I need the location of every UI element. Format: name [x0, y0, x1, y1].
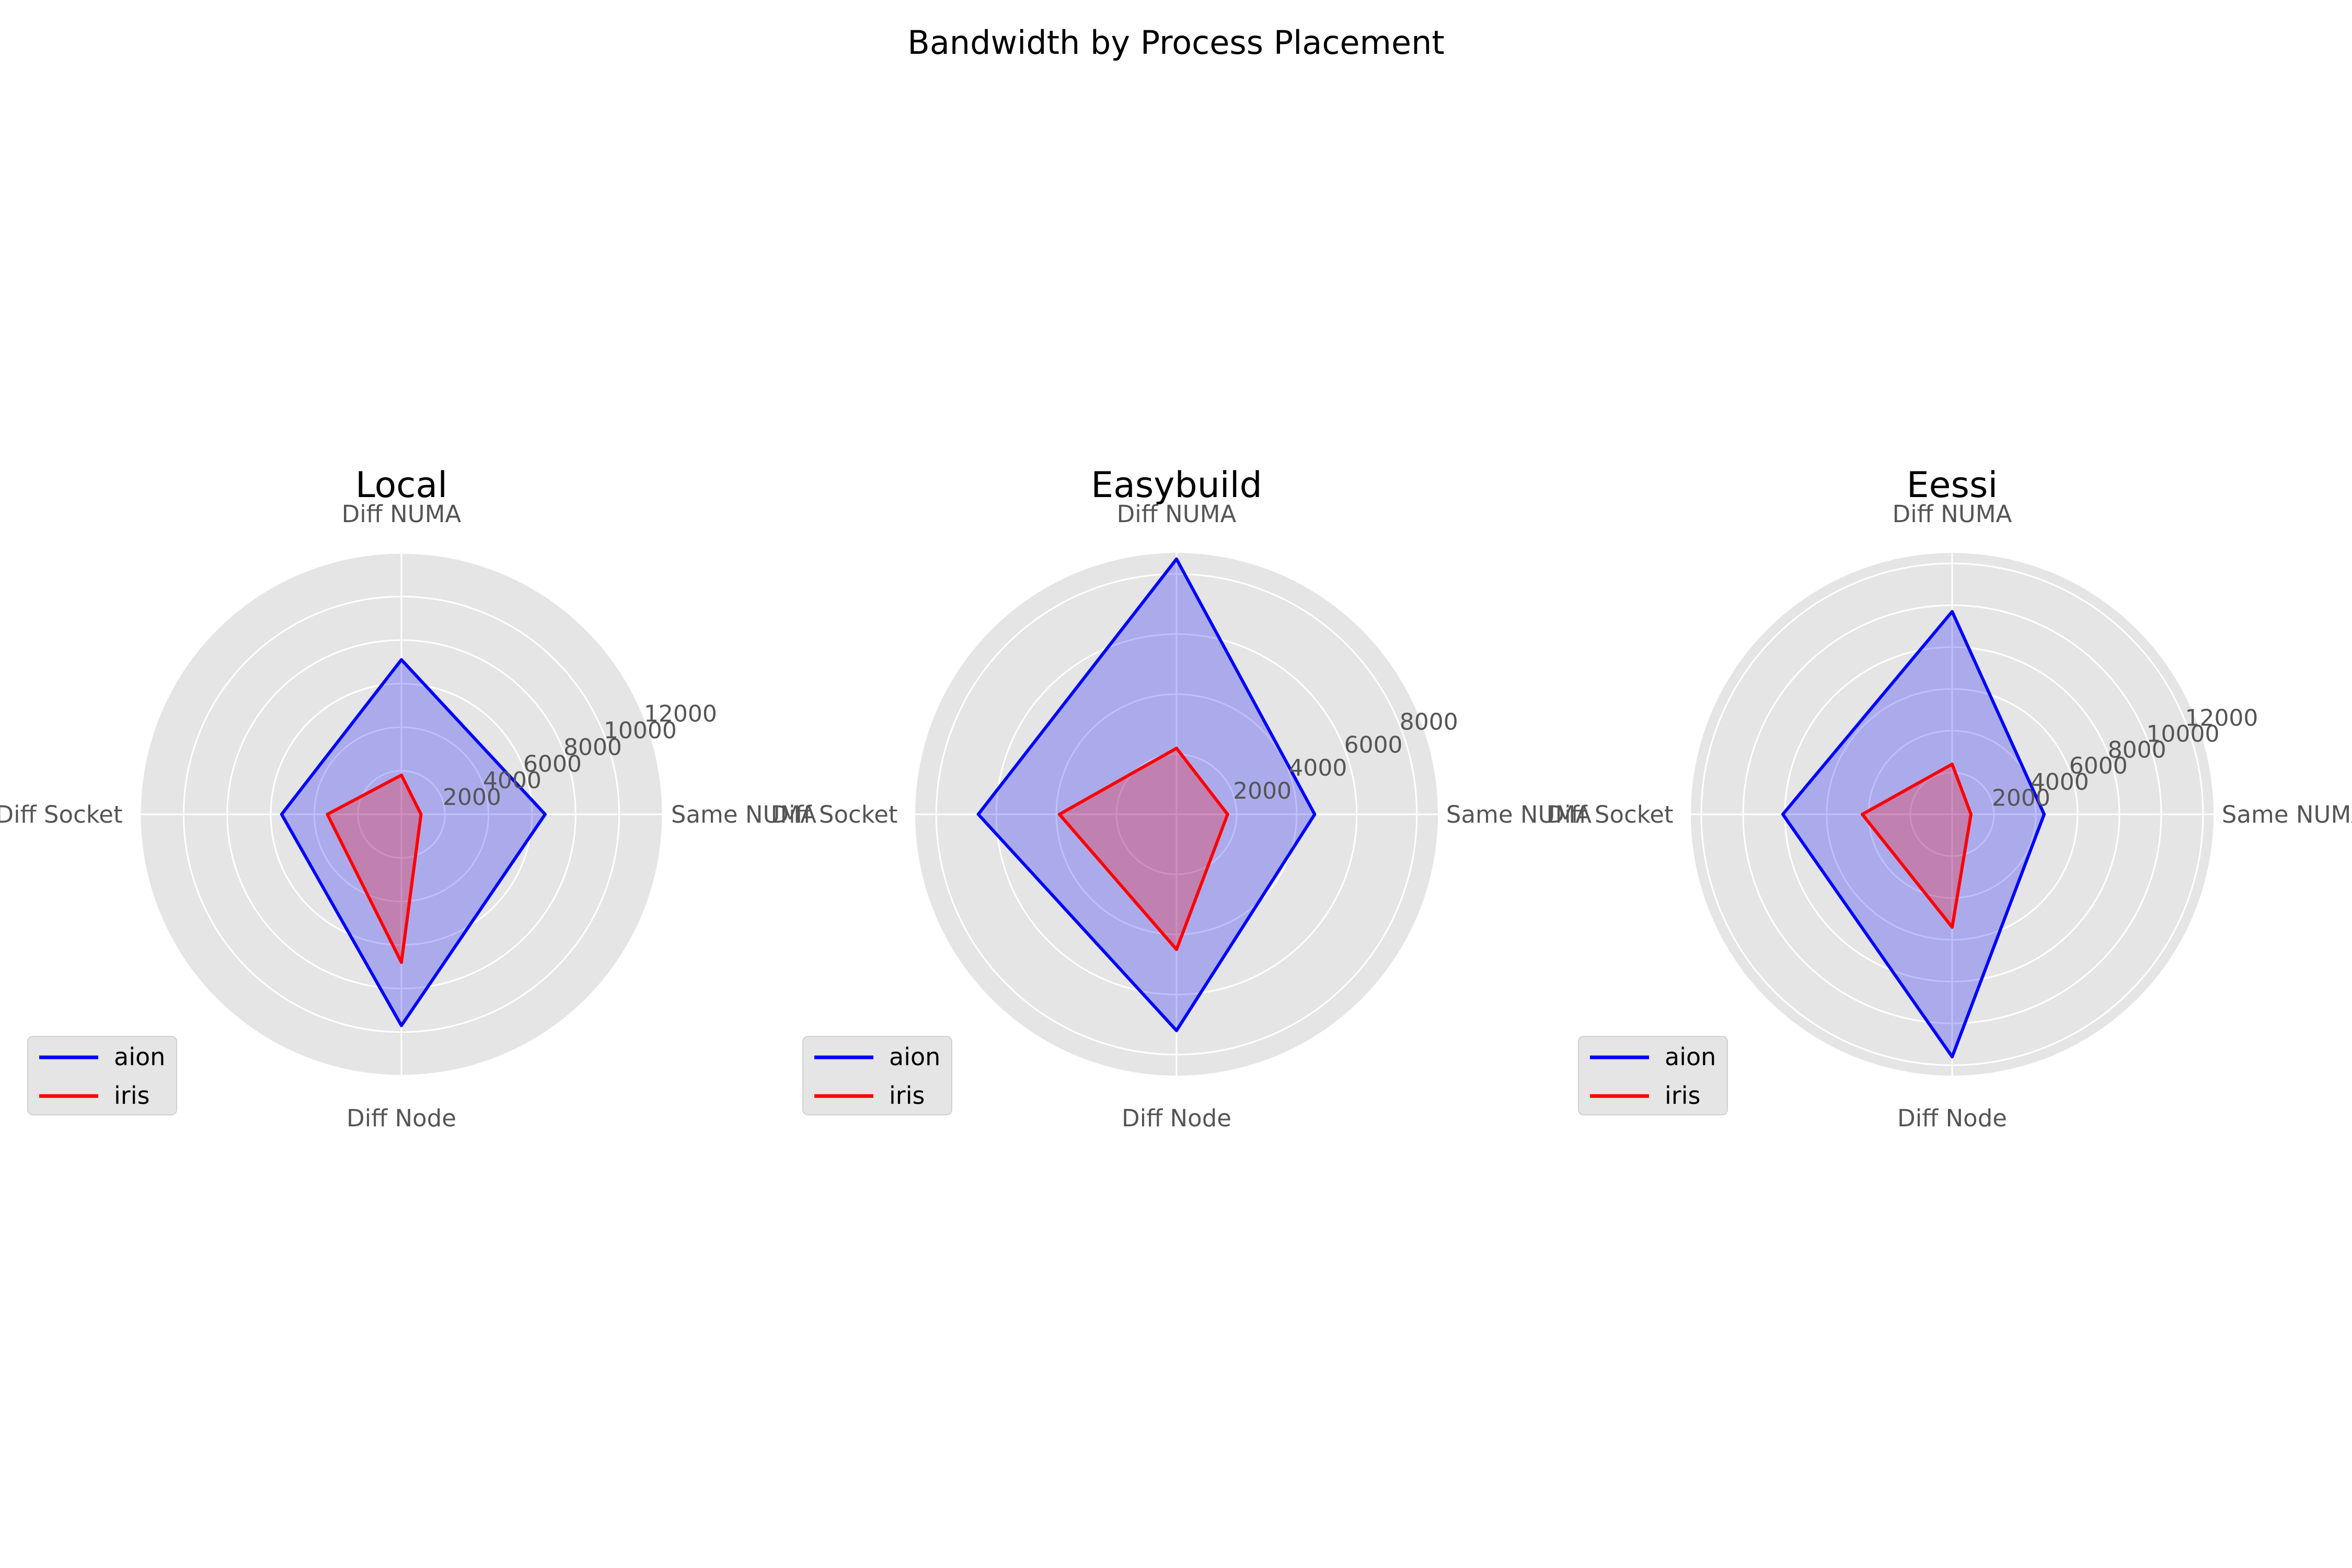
legend-label-aion: aion [114, 1043, 165, 1071]
radial-tick-label: 4000 [2031, 769, 2089, 795]
legend-label-iris: iris [114, 1081, 149, 1110]
category-label-diff-socket: Diff Socket [1546, 801, 1673, 828]
legend: aion iris [1578, 1036, 1728, 1115]
radial-tick-label: 6000 [523, 751, 582, 777]
radial-tick-label: 2000 [443, 784, 501, 811]
legend: aion iris [27, 1036, 177, 1115]
legend-label-aion: aion [1665, 1043, 1716, 1071]
legend: aion iris [802, 1036, 952, 1115]
radial-tick-label: 6000 [2069, 753, 2128, 779]
panel-title: Easybuild [1091, 465, 1262, 506]
category-label-same-numa: Same NUMA [2222, 801, 2352, 828]
radial-tick-label: 4000 [483, 767, 541, 794]
category-label-diff-numa: Diff NUMA [1117, 500, 1237, 528]
radial-tick-label: 12000 [2185, 705, 2258, 731]
series-fill-aion [978, 559, 1315, 1031]
category-label-diff-node: Diff Node [347, 1104, 456, 1132]
radial-tick-label: 4000 [1288, 755, 1347, 781]
series-fill-iris [1862, 764, 1971, 927]
radial-tick-label: 2000 [1992, 785, 2050, 811]
series-fill-iris [327, 775, 421, 963]
category-label-diff-socket: Diff Socket [770, 801, 897, 828]
legend-label-aion: aion [889, 1043, 940, 1071]
radial-tick-label: 10000 [2147, 721, 2220, 747]
panel-title: Eessi [1907, 465, 1998, 506]
series-fill-iris [1059, 748, 1228, 950]
radial-tick-label: 12000 [644, 701, 717, 728]
radial-tick-label: 6000 [1344, 732, 1403, 758]
category-label-diff-node: Diff Node [1897, 1104, 2007, 1132]
category-label-diff-socket: Diff Socket [0, 801, 123, 828]
category-label-diff-numa: Diff NUMA [342, 500, 462, 528]
legend-label-iris: iris [1665, 1081, 1700, 1110]
panel-title: Local [355, 465, 447, 506]
radial-tick-label: 8000 [2108, 737, 2166, 764]
category-label-same-numa: Same NUMA [1446, 801, 1592, 828]
radial-tick-label: 8000 [1400, 709, 1458, 735]
category-label-diff-node: Diff Node [1122, 1104, 1231, 1132]
radial-tick-label: 8000 [563, 734, 622, 760]
category-label-same-numa: Same NUMA [671, 801, 816, 828]
figure-title: Bandwidth by Process Placement [907, 24, 1444, 62]
series-fill-aion [281, 660, 545, 1026]
series-fill-aion [1783, 612, 2044, 1057]
radial-tick-label: 2000 [1233, 778, 1292, 804]
legend-label-iris: iris [889, 1081, 925, 1110]
category-label-diff-numa: Diff NUMA [1893, 500, 2012, 528]
radial-tick-label: 10000 [604, 718, 677, 744]
